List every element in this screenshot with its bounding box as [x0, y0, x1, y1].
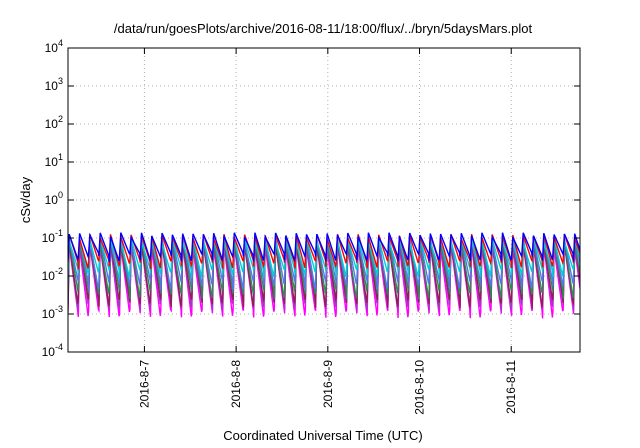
y-tick-label: 104: [45, 38, 63, 55]
y-tick-exponent: 2: [58, 114, 63, 124]
series-lines: [68, 232, 580, 319]
x-axis-label: Coordinated Universal Time (UTC): [223, 428, 422, 443]
y-tick-label: 10-3: [42, 304, 63, 321]
gridlines: [68, 48, 580, 352]
y-tick-exponent: 4: [58, 38, 63, 48]
x-tick-label: 2016-8-8: [229, 360, 243, 408]
y-tick-base: 10: [42, 231, 56, 245]
y-tick-label: 10-2: [42, 266, 63, 283]
chart-title: /data/run/goesPlots/archive/2016-08-11/1…: [114, 21, 533, 36]
y-tick-exponent: -1: [55, 228, 63, 238]
x-tick-label: 2016-8-11: [504, 360, 518, 414]
y-tick-label: 10-4: [42, 342, 63, 359]
y-tick-base: 10: [45, 193, 59, 207]
y-tick-label: 101: [45, 152, 63, 169]
y-tick-exponent: -3: [55, 304, 63, 314]
x-tick-label: 2016-8-7: [137, 360, 151, 408]
y-tick-exponent: 0: [58, 190, 63, 200]
y-tick-label: 102: [45, 114, 63, 131]
x-ticks: 2016-8-7 2016-8-8 2016-8-9 2016-8-10 2016-8-…: [137, 48, 518, 415]
series-line: [68, 238, 580, 279]
y-tick-exponent: -4: [55, 342, 63, 352]
y-tick-base: 10: [45, 117, 59, 131]
y-tick-base: 10: [42, 345, 56, 359]
y-tick-base: 10: [42, 307, 56, 321]
x-tick-label: 2016-8-10: [413, 360, 427, 415]
series-line: [68, 232, 580, 263]
x-tick-label: 2016-8-9: [321, 360, 335, 408]
y-tick-base: 10: [45, 155, 59, 169]
y-tick-base: 10: [45, 41, 59, 55]
y-tick-label: 103: [45, 76, 63, 93]
y-tick-label: 10-1: [42, 228, 63, 245]
y-tick-base: 10: [45, 79, 59, 93]
y-tick-exponent: 1: [58, 152, 63, 162]
y-tick-exponent: -2: [55, 266, 63, 276]
y-tick-label: 100: [45, 190, 63, 207]
y-axis-label: cSv/day: [18, 176, 33, 223]
y-tick-exponent: 3: [58, 76, 63, 86]
y-tick-base: 10: [42, 269, 56, 283]
series-line: [68, 237, 580, 291]
